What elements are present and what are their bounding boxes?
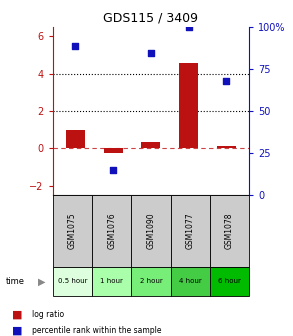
Text: time: time (6, 277, 25, 286)
Text: 1 hour: 1 hour (100, 279, 123, 284)
Text: GSM1076: GSM1076 (107, 213, 116, 249)
Text: GSM1075: GSM1075 (68, 213, 77, 249)
Text: GSM1077: GSM1077 (186, 213, 195, 249)
Text: 4 hour: 4 hour (179, 279, 202, 284)
Point (224, 79, 229, 84)
Point (186, 24, 191, 30)
Point (111, 167, 115, 172)
Bar (142, 142, 160, 148)
Text: ■: ■ (12, 326, 22, 336)
Text: log ratio: log ratio (32, 310, 64, 319)
Point (73, 43, 78, 48)
Text: 0.5 hour: 0.5 hour (58, 279, 87, 284)
Bar (66, 130, 85, 148)
Text: GSM1078: GSM1078 (225, 213, 234, 249)
Text: 2 hour: 2 hour (139, 279, 162, 284)
Title: GDS115 / 3409: GDS115 / 3409 (103, 11, 198, 24)
Bar (104, 148, 122, 153)
Text: percentile rank within the sample: percentile rank within the sample (32, 327, 162, 335)
Text: ▶: ▶ (38, 277, 46, 286)
Text: ■: ■ (12, 309, 22, 319)
Point (149, 50, 153, 56)
Text: GSM1090: GSM1090 (146, 213, 155, 249)
Bar (217, 146, 236, 148)
Bar (179, 63, 198, 148)
Text: 6 hour: 6 hour (218, 279, 241, 284)
